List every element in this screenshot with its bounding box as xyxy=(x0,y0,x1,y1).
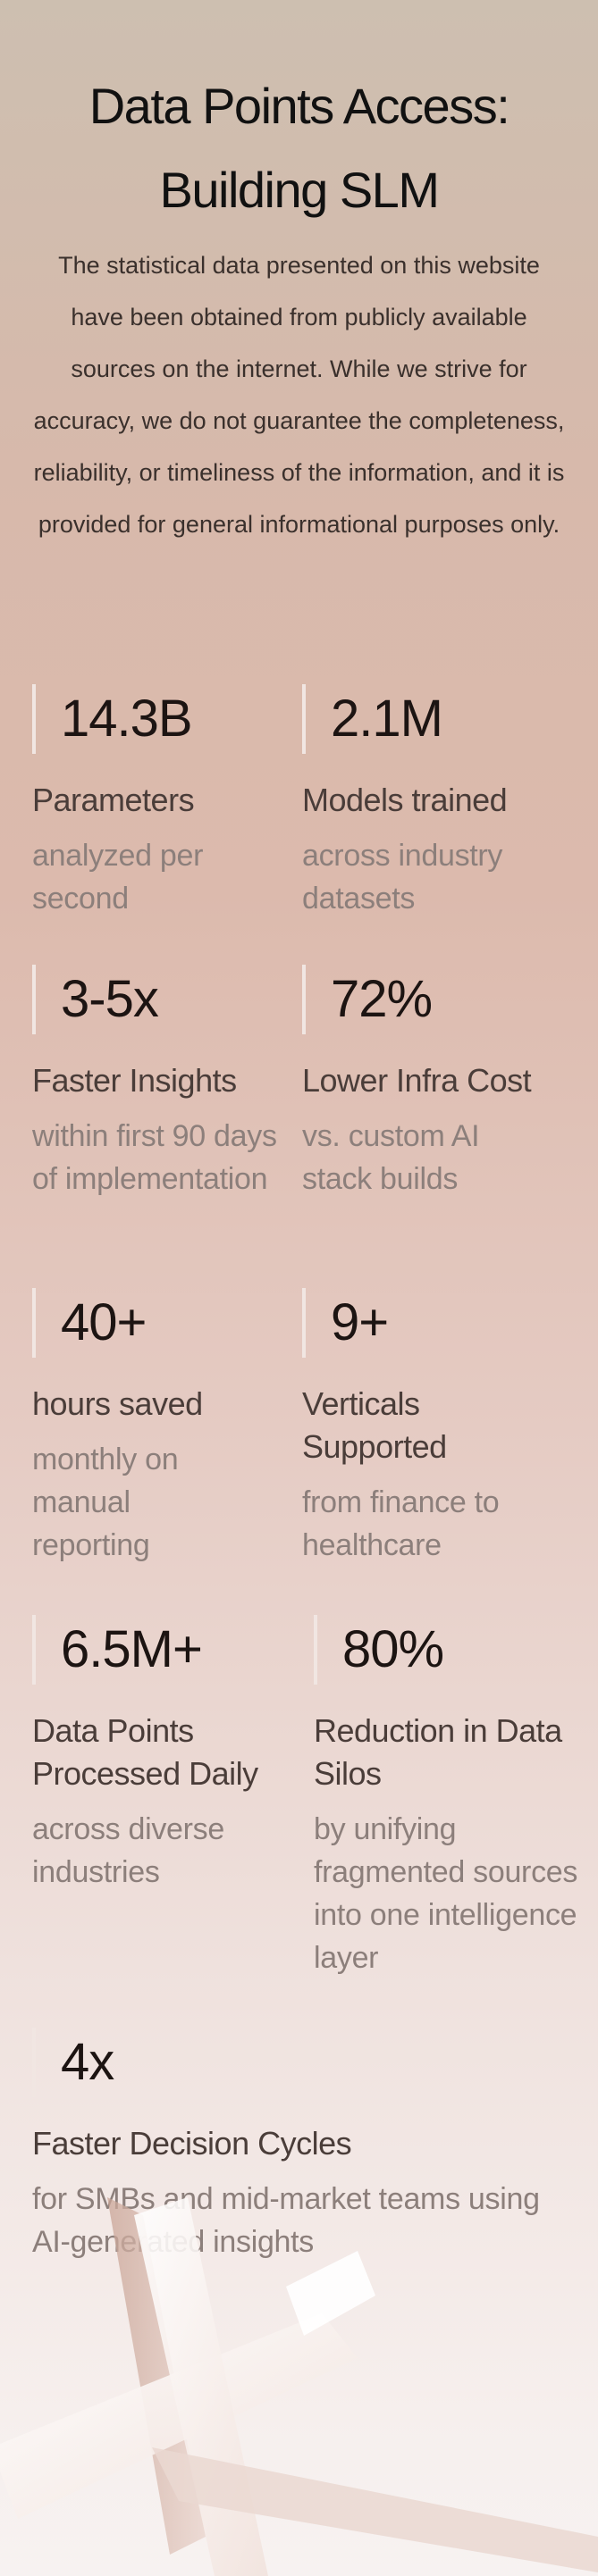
stat-label: Faster Decision Cycles xyxy=(32,2125,352,2162)
stat-value: 40+ xyxy=(61,1293,147,1351)
disclaimer-text: The statistical data presented on this w… xyxy=(33,252,565,538)
stat-description: monthly on manual reporting xyxy=(32,1443,179,1562)
stat-label: Faster Insights xyxy=(32,1062,237,1099)
stat-description: from finance to healthcare xyxy=(302,1485,500,1562)
stat-value: 4x xyxy=(61,2033,114,2091)
stat-data-points-processed: 6.5M+ Data Points Processed Daily across… xyxy=(32,1615,274,1894)
stat-label: Lower Infra Cost xyxy=(302,1062,532,1099)
decorative-ribbons xyxy=(0,2197,598,2576)
stat-parameters: 14.3B Parameters analyzed per second xyxy=(32,684,274,920)
stat-verticals-supported: 9+ Verticals Supported from finance to h… xyxy=(302,1288,561,1567)
stat-faster-insights: 3-5x Faster Insights within first 90 day… xyxy=(32,965,291,1200)
stat-label: Reduction in Data Silos xyxy=(314,1712,562,1792)
page-title-line-2: Building SLM xyxy=(159,162,440,218)
stat-value-wrap: 40+ xyxy=(32,1288,247,1358)
stat-value: 72% xyxy=(331,970,433,1028)
stat-description: analyzed per second xyxy=(32,839,204,916)
stat-description: across industry datasets xyxy=(302,839,503,916)
stat-value-wrap: 80% xyxy=(314,1615,582,1685)
stat-value-wrap: 6.5M+ xyxy=(32,1615,274,1685)
stat-description: by unifying fragmented sources into one … xyxy=(314,1812,578,1975)
stat-description: across diverse industries xyxy=(32,1812,224,1889)
stat-value-wrap: 4x xyxy=(32,2028,569,2097)
stat-value-wrap: 72% xyxy=(302,965,543,1034)
stat-label: Models trained xyxy=(302,782,508,818)
stat-value-wrap: 3-5x xyxy=(32,965,291,1034)
stat-description: vs. custom AI stack builds xyxy=(302,1119,480,1196)
page-title-line-1: Data Points Access: xyxy=(88,78,510,134)
stat-value-wrap: 9+ xyxy=(302,1288,561,1358)
stat-value: 14.3B xyxy=(61,690,193,748)
stat-value: 3-5x xyxy=(61,970,159,1028)
stat-hours-saved: 40+ hours saved monthly on manual report… xyxy=(32,1288,247,1567)
stat-label: Verticals Supported xyxy=(302,1385,447,1465)
stat-value-wrap: 14.3B xyxy=(32,684,274,754)
stat-label: Parameters xyxy=(32,782,195,818)
stat-label: hours saved xyxy=(32,1385,203,1422)
stat-models-trained: 2.1M Models trained across industry data… xyxy=(302,684,570,920)
stat-value-wrap: 2.1M xyxy=(302,684,570,754)
stat-data-silos: 80% Reduction in Data Silos by unifying … xyxy=(314,1615,582,1979)
stat-label: Data Points Processed Daily xyxy=(32,1712,258,1792)
stat-value: 80% xyxy=(342,1620,444,1678)
stat-lower-infra-cost: 72% Lower Infra Cost vs. custom AI stack… xyxy=(302,965,543,1200)
stat-value: 2.1M xyxy=(331,690,443,748)
stat-description: within first 90 days of implementation xyxy=(32,1119,277,1196)
page-title: Data Points Access: Building SLM xyxy=(0,64,598,232)
stat-value: 9+ xyxy=(331,1293,389,1351)
stat-value: 6.5M+ xyxy=(61,1620,203,1678)
